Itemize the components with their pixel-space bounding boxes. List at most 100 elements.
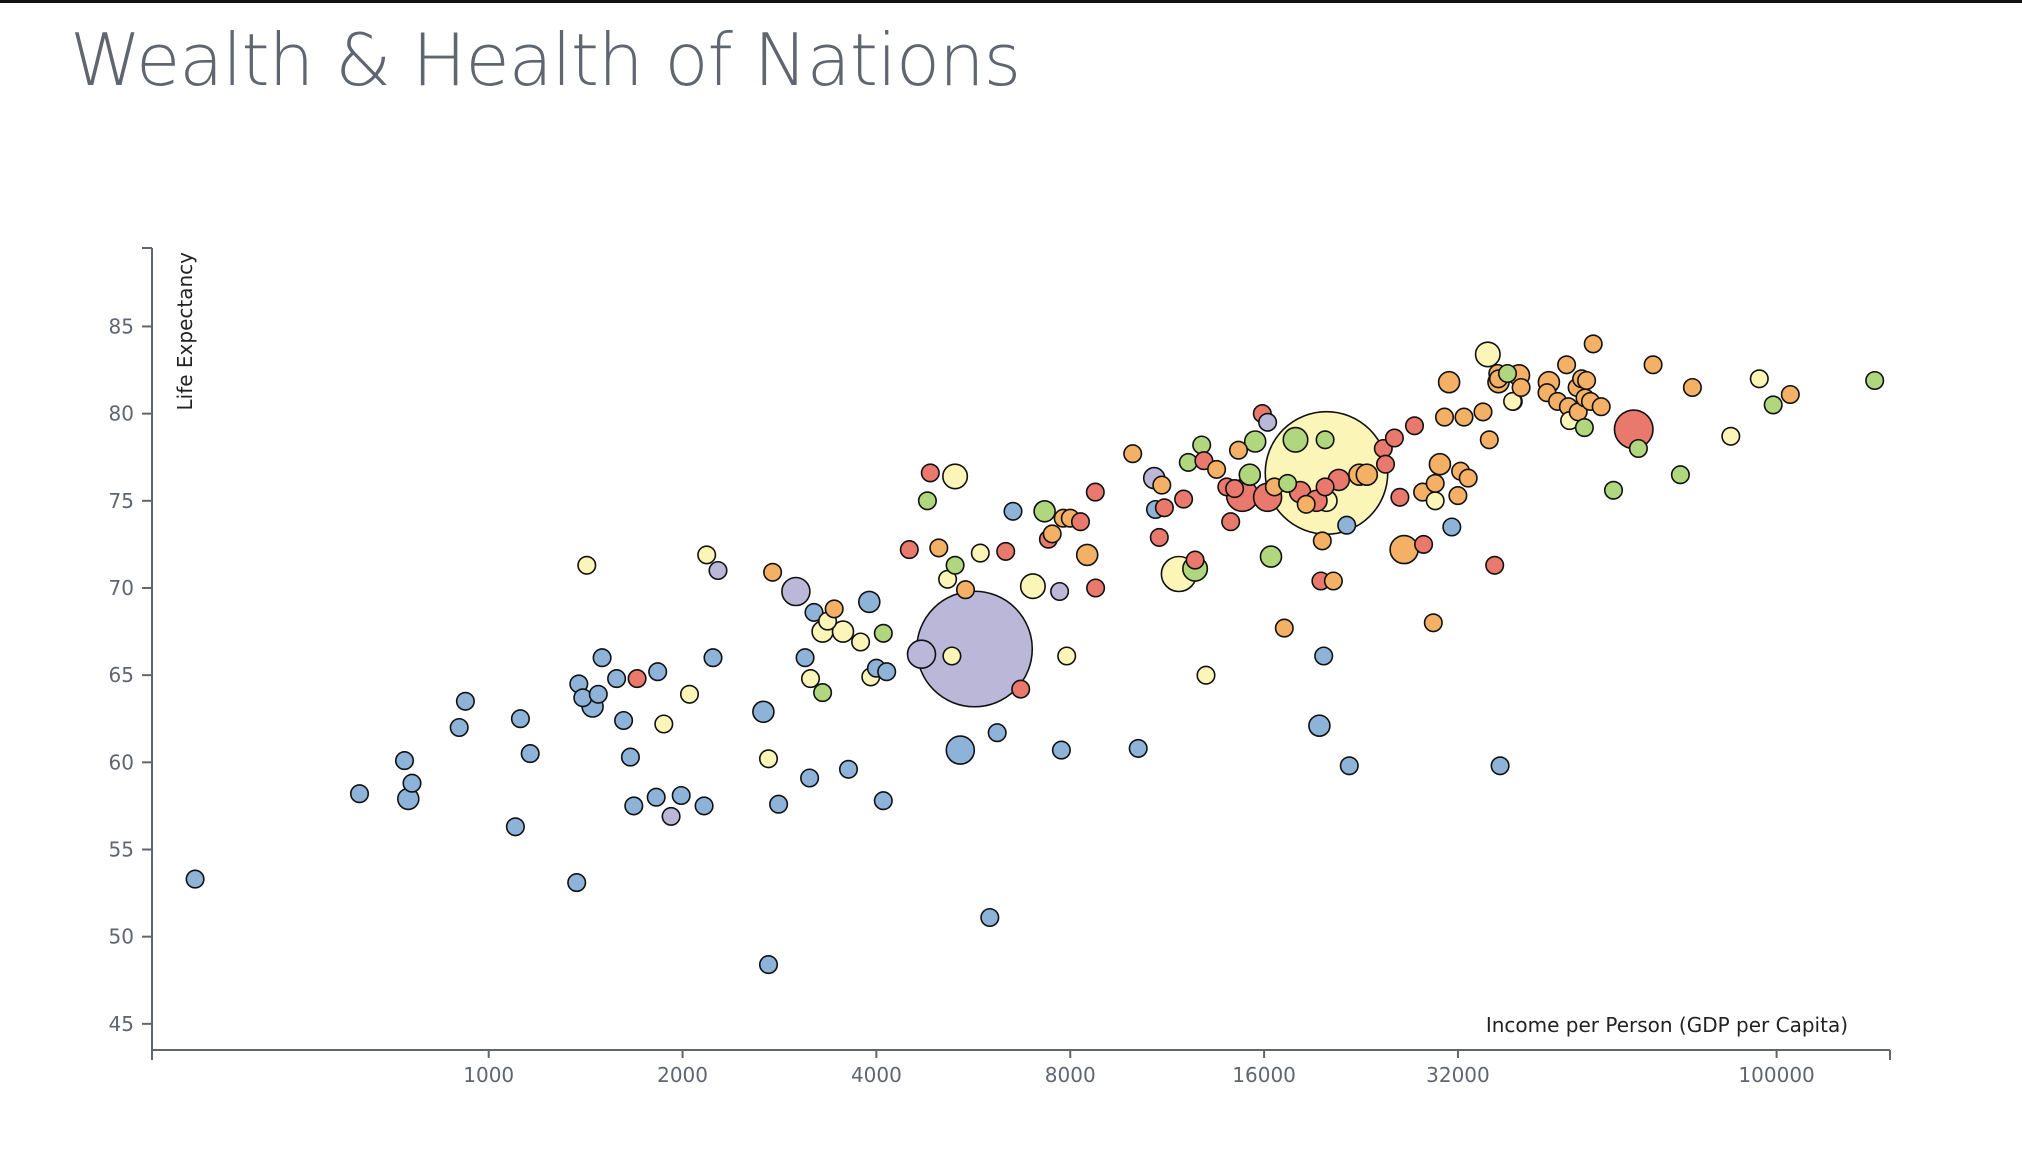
data-point[interactable] — [402, 773, 422, 793]
data-point[interactable] — [455, 691, 475, 711]
data-point[interactable] — [449, 717, 469, 738]
data-point[interactable] — [1485, 555, 1505, 575]
data-point[interactable] — [185, 869, 205, 889]
data-point[interactable] — [877, 662, 897, 682]
data-point[interactable] — [955, 580, 976, 600]
data-point[interactable] — [873, 623, 893, 643]
data-point[interactable] — [1423, 613, 1443, 633]
data-point[interactable] — [795, 648, 815, 668]
data-point[interactable] — [1670, 465, 1690, 485]
data-point[interactable] — [1274, 618, 1294, 638]
data-point[interactable] — [1315, 430, 1335, 450]
data-point[interactable] — [1557, 355, 1577, 375]
data-point[interactable] — [592, 648, 612, 668]
data-point[interactable] — [1312, 531, 1332, 551]
data-point[interactable] — [1389, 534, 1419, 565]
data-point[interactable] — [567, 873, 587, 893]
data-point[interactable] — [1019, 573, 1046, 600]
data-point[interactable] — [1490, 756, 1510, 776]
data-point[interactable] — [1185, 550, 1205, 570]
data-point[interactable] — [588, 684, 608, 704]
data-point[interactable] — [1390, 487, 1410, 507]
data-point[interactable] — [1075, 543, 1099, 567]
data-point[interactable] — [349, 784, 370, 804]
data-point[interactable] — [1178, 452, 1198, 472]
data-point[interactable] — [1238, 463, 1262, 487]
data-point[interactable] — [505, 817, 525, 837]
data-point[interactable] — [758, 955, 779, 975]
data-point[interactable] — [1574, 418, 1594, 438]
data-point[interactable] — [906, 639, 937, 670]
data-point[interactable] — [917, 491, 937, 511]
data-point[interactable] — [1192, 435, 1212, 455]
data-point[interactable] — [1207, 459, 1227, 479]
data-point[interactable] — [1682, 377, 1702, 398]
data-point[interactable] — [1296, 494, 1316, 514]
data-point[interactable] — [1384, 428, 1404, 448]
data-point[interactable] — [1011, 679, 1031, 699]
data-point[interactable] — [1339, 756, 1359, 776]
data-point[interactable] — [813, 683, 833, 703]
data-point[interactable] — [1458, 468, 1478, 488]
data-point[interactable] — [945, 735, 976, 765]
data-point[interactable] — [1473, 402, 1493, 422]
data-point[interactable] — [1057, 646, 1077, 666]
data-point[interactable] — [694, 796, 714, 816]
data-point[interactable] — [1375, 454, 1396, 474]
data-point[interactable] — [1308, 714, 1331, 738]
data-point[interactable] — [1196, 665, 1216, 685]
data-point[interactable] — [1221, 512, 1241, 532]
data-point[interactable] — [920, 463, 940, 483]
data-point[interactable] — [1042, 524, 1062, 544]
data-point[interactable] — [1865, 370, 1885, 391]
data-point[interactable] — [708, 560, 728, 581]
data-point[interactable] — [873, 791, 893, 811]
data-point[interactable] — [1003, 501, 1023, 521]
data-point[interactable] — [980, 907, 1000, 928]
data-point[interactable] — [1278, 473, 1298, 493]
data-point[interactable] — [1497, 363, 1518, 384]
data-point[interactable] — [804, 602, 824, 622]
data-point[interactable] — [1749, 369, 1769, 389]
data-point[interactable] — [1404, 416, 1425, 436]
data-point[interactable] — [1414, 534, 1434, 554]
data-point[interactable] — [620, 747, 640, 767]
data-point[interactable] — [520, 744, 540, 764]
data-point[interactable] — [1479, 430, 1499, 450]
data-point[interactable] — [654, 714, 674, 734]
data-point[interactable] — [573, 688, 593, 708]
data-point[interactable] — [1355, 463, 1379, 487]
data-point[interactable] — [1428, 452, 1452, 476]
data-point[interactable] — [899, 540, 919, 560]
data-point[interactable] — [671, 785, 691, 806]
data-point[interactable] — [1128, 738, 1148, 758]
data-point[interactable] — [1258, 412, 1278, 432]
data-point[interactable] — [577, 555, 597, 575]
data-point[interactable] — [1070, 512, 1091, 532]
data-point[interactable] — [1228, 440, 1249, 460]
data-point[interactable] — [929, 538, 949, 558]
data-point[interactable] — [1503, 391, 1523, 411]
data-point[interactable] — [697, 545, 717, 565]
data-point[interactable] — [1282, 426, 1309, 453]
data-point[interactable] — [394, 751, 415, 771]
data-point[interactable] — [1174, 489, 1194, 509]
data-point[interactable] — [1259, 545, 1283, 568]
data-point[interactable] — [646, 787, 666, 807]
data-point[interactable] — [857, 590, 881, 614]
data-point[interactable] — [1152, 475, 1172, 495]
data-point[interactable] — [1051, 740, 1071, 760]
data-point[interactable] — [607, 669, 627, 689]
data-point[interactable] — [1050, 581, 1070, 602]
data-point[interactable] — [1474, 341, 1501, 368]
data-point[interactable] — [1437, 370, 1461, 394]
data-point[interactable] — [1603, 480, 1624, 500]
data-point[interactable] — [1628, 438, 1648, 459]
data-point[interactable] — [1425, 473, 1445, 493]
data-point[interactable] — [1763, 395, 1783, 415]
data-point[interactable] — [800, 768, 820, 788]
data-point[interactable] — [1323, 571, 1343, 591]
data-point[interactable] — [758, 749, 779, 769]
data-point[interactable] — [661, 806, 681, 826]
data-point[interactable] — [1225, 479, 1245, 499]
